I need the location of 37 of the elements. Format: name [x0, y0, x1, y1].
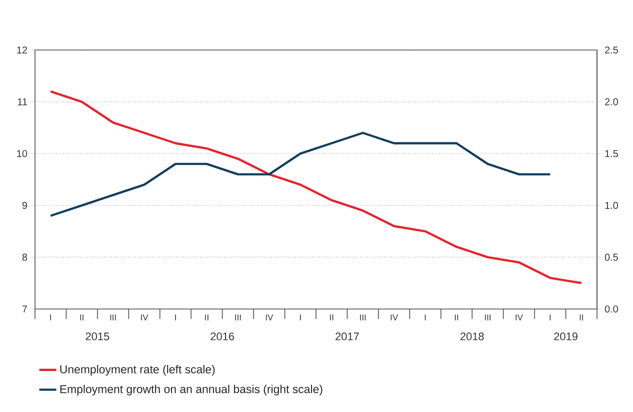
x-tick-label: IV — [390, 314, 398, 320]
x-tick-label: II — [205, 314, 208, 320]
y-tick-label: 11 — [18, 98, 28, 106]
x-tick-label: I — [175, 314, 176, 320]
y-tick-label: 12 — [17, 46, 27, 54]
x-tick-label: III — [235, 314, 241, 320]
y2-tick-label: 0.5 — [604, 254, 618, 261]
x-tick-label: I — [300, 314, 301, 320]
y2-tick-label: 1.5 — [605, 150, 618, 158]
x-tick-label: III — [484, 314, 490, 320]
y2-tick-label: 2.5 — [605, 46, 618, 54]
y-tick-label: 8 — [22, 254, 28, 261]
x-tick-label: IV — [266, 314, 274, 320]
y2-tick-label: 1.0 — [605, 202, 618, 209]
y-tick-label: 7 — [22, 306, 27, 312]
x-tick-label: III — [110, 314, 116, 320]
x-tick-label: II — [580, 314, 583, 320]
x-tick-label: II — [80, 314, 84, 320]
x-tick-label: I — [424, 314, 426, 320]
text: 2015 — [86, 332, 110, 340]
x-tick-label: IV — [141, 314, 148, 320]
x-tick-label: II — [330, 314, 334, 320]
text: 2018 — [460, 332, 484, 340]
text: 2019 — [554, 332, 578, 340]
x-tick-label: IV — [516, 314, 523, 320]
legend-label: Unemployment rate (left scale) — [60, 364, 215, 376]
y2-tick-label: 2.0 — [605, 98, 618, 106]
y-tick-label: 9 — [22, 202, 28, 209]
x-tick-label: I — [50, 314, 52, 320]
y2-tick-label: 0.0 — [604, 305, 618, 313]
x-tick-label: II — [454, 314, 458, 320]
text: 2017 — [336, 332, 359, 340]
x-tick-label: III — [360, 314, 366, 320]
legend-label: Employment growth on an annual basis (right scale) — [60, 384, 322, 396]
y-tick-label: 10 — [17, 150, 28, 158]
text: 2016 — [210, 332, 234, 340]
x-tick-label: I — [550, 314, 551, 320]
